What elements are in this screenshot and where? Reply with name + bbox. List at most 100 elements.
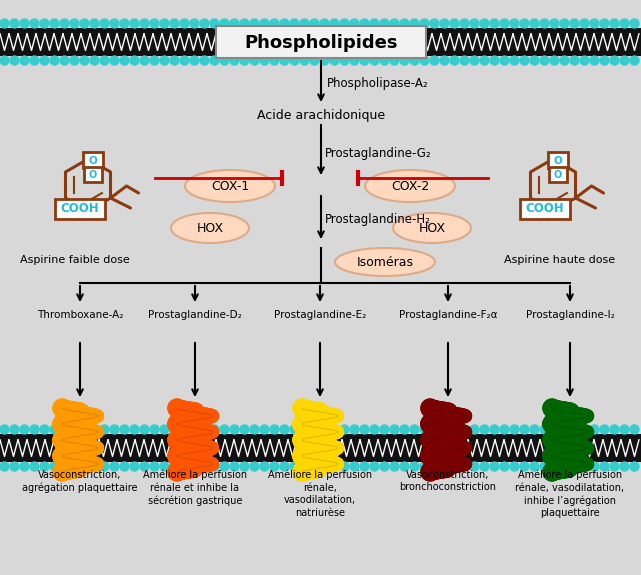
Circle shape [200,19,209,28]
Circle shape [100,425,109,434]
Circle shape [240,56,249,65]
Circle shape [200,56,209,65]
Circle shape [550,56,559,65]
Circle shape [410,56,419,65]
Circle shape [500,462,509,471]
Circle shape [130,462,139,471]
Circle shape [520,462,529,471]
Circle shape [230,425,239,434]
Circle shape [570,19,579,28]
Circle shape [30,19,39,28]
Circle shape [620,425,629,434]
FancyBboxPatch shape [83,152,103,168]
Circle shape [170,462,179,471]
Text: O: O [88,156,97,166]
Circle shape [300,56,309,65]
Circle shape [510,425,519,434]
Circle shape [450,425,459,434]
Circle shape [60,425,69,434]
Circle shape [310,425,319,434]
Circle shape [410,19,419,28]
Circle shape [580,425,589,434]
Text: O: O [554,170,562,180]
Circle shape [360,19,369,28]
Circle shape [290,56,299,65]
Circle shape [350,19,359,28]
Circle shape [470,56,479,65]
Circle shape [0,56,9,65]
Circle shape [70,425,79,434]
Circle shape [80,425,89,434]
Circle shape [90,19,99,28]
Text: COX-1: COX-1 [211,179,249,193]
Text: Acide arachidonique: Acide arachidonique [257,109,385,122]
Circle shape [140,19,149,28]
Text: HOX: HOX [419,221,445,235]
Circle shape [450,462,459,471]
Circle shape [440,56,449,65]
Text: Prostaglandine-H₂: Prostaglandine-H₂ [325,213,431,227]
Circle shape [590,425,599,434]
Text: COX-2: COX-2 [391,179,429,193]
Circle shape [270,19,279,28]
Circle shape [590,19,599,28]
Circle shape [460,56,469,65]
Circle shape [330,19,339,28]
Circle shape [150,56,159,65]
Circle shape [90,56,99,65]
Circle shape [600,462,609,471]
Circle shape [580,19,589,28]
Text: Vasoconstriction,
agrégation plaquettaire: Vasoconstriction, agrégation plaquettair… [22,470,138,493]
Circle shape [610,19,619,28]
Circle shape [80,56,89,65]
Circle shape [490,462,499,471]
Circle shape [250,425,259,434]
Circle shape [380,425,389,434]
Bar [0,28,641,56]
Circle shape [340,462,349,471]
Circle shape [140,425,149,434]
FancyBboxPatch shape [55,199,105,219]
Circle shape [530,56,539,65]
Circle shape [320,56,329,65]
Circle shape [110,425,119,434]
Text: HOX: HOX [196,221,224,235]
Circle shape [120,19,129,28]
Circle shape [290,19,299,28]
Circle shape [60,19,69,28]
Circle shape [330,56,339,65]
Circle shape [460,462,469,471]
Circle shape [560,19,569,28]
Circle shape [200,425,209,434]
Circle shape [40,425,49,434]
Circle shape [270,425,279,434]
Circle shape [370,425,379,434]
Circle shape [350,56,359,65]
Circle shape [0,19,9,28]
Circle shape [310,19,319,28]
Circle shape [540,462,549,471]
Text: Prostaglandine-G₂: Prostaglandine-G₂ [325,147,431,159]
Circle shape [250,462,259,471]
Circle shape [360,425,369,434]
Circle shape [400,19,409,28]
Circle shape [350,425,359,434]
Circle shape [120,56,129,65]
Circle shape [130,19,139,28]
Circle shape [470,425,479,434]
Circle shape [400,462,409,471]
Circle shape [190,56,199,65]
Ellipse shape [365,170,455,202]
Circle shape [480,462,489,471]
Text: Thromboxane-A₂: Thromboxane-A₂ [37,310,123,320]
Circle shape [440,425,449,434]
Circle shape [600,425,609,434]
Circle shape [290,425,299,434]
Circle shape [170,56,179,65]
Circle shape [510,462,519,471]
Circle shape [440,462,449,471]
Circle shape [160,462,169,471]
Circle shape [590,462,599,471]
Circle shape [370,19,379,28]
Circle shape [420,425,429,434]
